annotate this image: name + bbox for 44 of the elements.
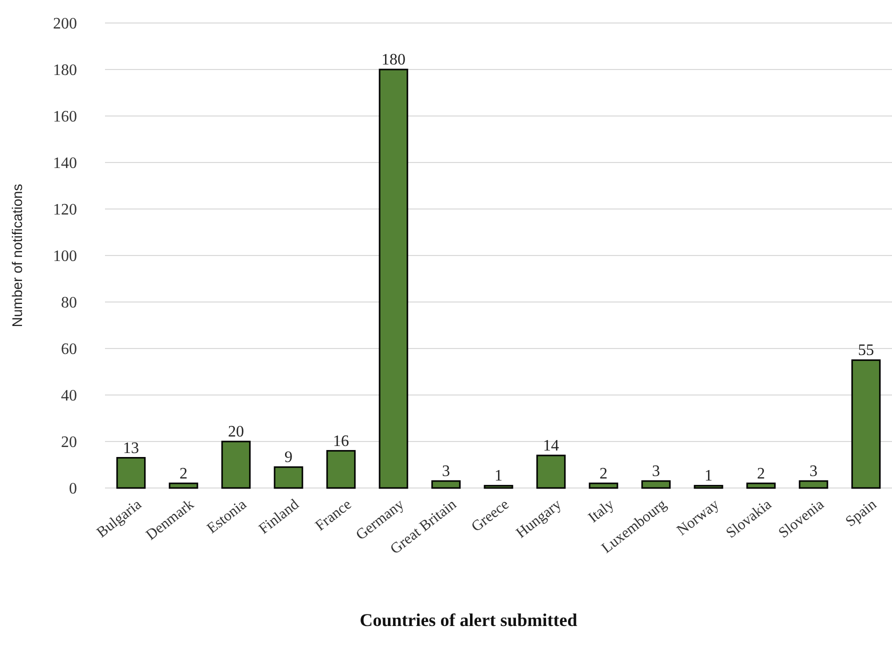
y-tick-label: 140: [53, 155, 77, 172]
bar: [274, 466, 304, 489]
data-label: 1: [704, 468, 713, 485]
data-label: 20: [228, 424, 244, 440]
bar: [851, 359, 881, 489]
data-label: 1: [494, 468, 502, 485]
data-label: 14: [543, 437, 559, 454]
data-label: 9: [284, 449, 292, 466]
y-tick-label: 120: [53, 202, 77, 219]
data-label: 16: [332, 432, 349, 450]
bar: [484, 484, 514, 489]
data-label: 3: [442, 463, 450, 480]
y-tick-label: 20: [61, 434, 77, 452]
y-tick-label: 100: [53, 248, 77, 266]
y-tick-label: 0: [69, 480, 77, 498]
data-label: 2: [600, 465, 608, 482]
y-tick-label: 180: [53, 62, 77, 80]
x-axis-title: Countries of alert submitted: [360, 610, 578, 630]
y-tick-label: 40: [61, 388, 77, 405]
x-tick-label: Spain: [842, 496, 880, 530]
data-label: 180: [381, 52, 406, 68]
bar: [746, 482, 776, 489]
y-tick-label: 200: [53, 16, 77, 33]
data-label: 2: [757, 465, 766, 482]
bar: [641, 480, 671, 489]
bar: [378, 68, 408, 489]
y-tick-label: 60: [61, 341, 77, 358]
data-label: 2: [179, 465, 188, 482]
data-label: 55: [858, 342, 874, 360]
bar: [588, 482, 618, 489]
data-label: 3: [652, 463, 660, 480]
bar: [536, 454, 566, 489]
bar: [431, 480, 461, 489]
bar: [798, 480, 828, 489]
bar: [168, 482, 198, 489]
y-tick-label: 80: [61, 294, 77, 312]
data-label: 13: [122, 440, 139, 457]
y-axis-title: Number of notifications: [9, 184, 25, 328]
bar: [116, 457, 146, 489]
bar: [221, 440, 251, 489]
bar: [326, 450, 356, 489]
data-label: 3: [810, 463, 818, 480]
y-tick-label: 160: [53, 108, 77, 126]
bar: [694, 484, 724, 489]
